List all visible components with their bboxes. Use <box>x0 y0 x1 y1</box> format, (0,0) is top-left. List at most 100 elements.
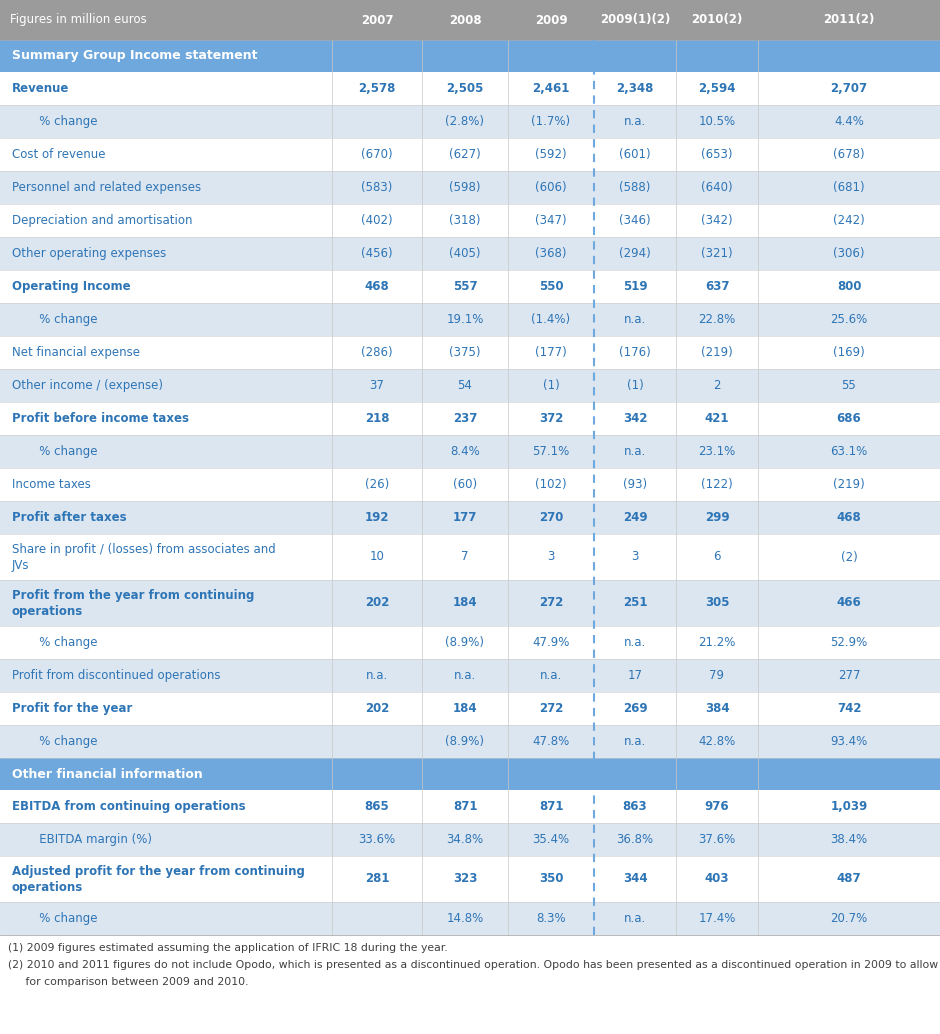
Text: 272: 272 <box>539 702 563 714</box>
Bar <box>0 204 940 237</box>
Text: Income taxes: Income taxes <box>12 478 91 491</box>
Text: 800: 800 <box>837 280 861 293</box>
Text: 3: 3 <box>632 550 638 564</box>
Text: (670): (670) <box>361 148 393 161</box>
Bar <box>0 0 940 40</box>
Text: 192: 192 <box>365 511 389 524</box>
Text: (681): (681) <box>833 181 865 194</box>
Text: 237: 237 <box>453 412 478 425</box>
Text: Share in profit / (losses) from associates and
JVs: Share in profit / (losses) from associat… <box>12 543 275 572</box>
Bar <box>0 303 940 336</box>
Bar <box>0 105 940 138</box>
Text: 686: 686 <box>837 412 861 425</box>
Text: Other financial information: Other financial information <box>12 767 203 781</box>
Text: 52.9%: 52.9% <box>830 636 868 649</box>
Text: EBITDA from continuing operations: EBITDA from continuing operations <box>12 800 245 813</box>
Text: 421: 421 <box>705 412 729 425</box>
Text: 2009: 2009 <box>535 13 568 27</box>
Text: (321): (321) <box>701 247 733 260</box>
Text: (601): (601) <box>619 148 650 161</box>
Text: Revenue: Revenue <box>12 82 70 95</box>
Text: (242): (242) <box>833 214 865 227</box>
Text: 93.4%: 93.4% <box>830 735 868 748</box>
Text: 184: 184 <box>453 702 478 714</box>
Bar <box>0 369 940 402</box>
Text: 2: 2 <box>713 379 721 392</box>
Text: (627): (627) <box>449 148 481 161</box>
Text: 54: 54 <box>458 379 473 392</box>
Text: (294): (294) <box>619 247 650 260</box>
Text: (592): (592) <box>535 148 567 161</box>
Text: (368): (368) <box>535 247 567 260</box>
Text: 372: 372 <box>539 412 563 425</box>
Text: n.a.: n.a. <box>624 912 646 925</box>
Text: 57.1%: 57.1% <box>532 445 570 458</box>
Text: (219): (219) <box>833 478 865 491</box>
Bar <box>0 659 940 692</box>
Text: 33.6%: 33.6% <box>358 833 396 846</box>
Bar <box>0 138 940 171</box>
Text: Profit before income taxes: Profit before income taxes <box>12 412 189 425</box>
Text: (169): (169) <box>833 346 865 359</box>
Text: (102): (102) <box>535 478 567 491</box>
Text: 637: 637 <box>705 280 729 293</box>
Text: (346): (346) <box>619 214 650 227</box>
Text: 17.4%: 17.4% <box>698 912 736 925</box>
Text: (588): (588) <box>619 181 650 194</box>
Text: 177: 177 <box>453 511 478 524</box>
Text: 323: 323 <box>453 873 478 885</box>
Text: 14.8%: 14.8% <box>446 912 483 925</box>
Text: 4.4%: 4.4% <box>834 115 864 128</box>
Text: (177): (177) <box>535 346 567 359</box>
Text: 202: 202 <box>365 597 389 609</box>
Text: 19.1%: 19.1% <box>446 313 484 326</box>
Text: (342): (342) <box>701 214 733 227</box>
Text: 403: 403 <box>705 873 729 885</box>
Text: 2,578: 2,578 <box>358 82 396 95</box>
Text: 6: 6 <box>713 550 721 564</box>
Text: 344: 344 <box>622 873 648 885</box>
Text: 42.8%: 42.8% <box>698 735 736 748</box>
Text: (456): (456) <box>361 247 393 260</box>
Bar <box>0 501 940 534</box>
Text: % change: % change <box>28 115 98 128</box>
Text: 2009(1)(2): 2009(1)(2) <box>600 13 670 27</box>
Text: 281: 281 <box>365 873 389 885</box>
Text: (2) 2010 and 2011 figures do not include Opodo, which is presented as a disconti: (2) 2010 and 2011 figures do not include… <box>8 960 938 970</box>
Text: (60): (60) <box>453 478 478 491</box>
Text: (93): (93) <box>623 478 647 491</box>
Text: 871: 871 <box>539 800 563 813</box>
Text: 2010(2): 2010(2) <box>691 13 743 27</box>
Text: n.a.: n.a. <box>540 669 562 682</box>
Text: 557: 557 <box>453 280 478 293</box>
Text: 277: 277 <box>838 669 860 682</box>
Bar <box>0 402 940 435</box>
Bar <box>0 902 940 935</box>
Text: for comparison between 2009 and 2010.: for comparison between 2009 and 2010. <box>8 977 248 987</box>
Text: (306): (306) <box>833 247 865 260</box>
Text: (583): (583) <box>361 181 393 194</box>
Text: 23.1%: 23.1% <box>698 445 736 458</box>
Text: 218: 218 <box>365 412 389 425</box>
Text: Net financial expense: Net financial expense <box>12 346 140 359</box>
Text: (405): (405) <box>449 247 480 260</box>
Text: 487: 487 <box>837 873 861 885</box>
Text: (8.9%): (8.9%) <box>446 636 484 649</box>
Text: Profit after taxes: Profit after taxes <box>12 511 127 524</box>
Text: (8.9%): (8.9%) <box>446 735 484 748</box>
Bar <box>0 856 940 902</box>
Text: 7: 7 <box>462 550 469 564</box>
Text: Summary Group Income statement: Summary Group Income statement <box>12 50 258 62</box>
Text: 305: 305 <box>705 597 729 609</box>
Text: Operating Income: Operating Income <box>12 280 131 293</box>
Text: 17: 17 <box>628 669 643 682</box>
Text: Personnel and related expenses: Personnel and related expenses <box>12 181 201 194</box>
Text: 270: 270 <box>539 511 563 524</box>
Text: (318): (318) <box>449 214 480 227</box>
Text: 10: 10 <box>369 550 384 564</box>
Bar <box>0 692 940 725</box>
Text: 37: 37 <box>369 379 384 392</box>
Text: 63.1%: 63.1% <box>830 445 868 458</box>
Text: Cost of revenue: Cost of revenue <box>12 148 105 161</box>
Text: 47.8%: 47.8% <box>532 735 570 748</box>
